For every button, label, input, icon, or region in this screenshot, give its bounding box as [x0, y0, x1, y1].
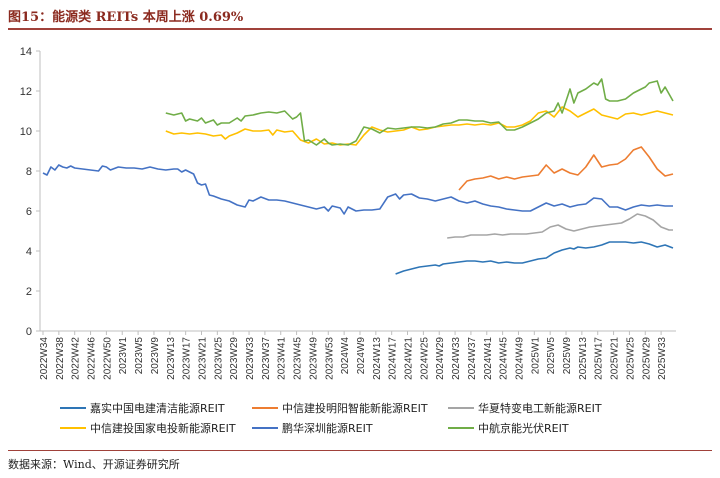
x-tick-label: 2023W9: [150, 337, 161, 375]
legend-label-4: 中信建投国家电投新能源REIT: [90, 421, 236, 435]
x-tick-label: 2023W45: [293, 337, 304, 380]
series-line-2: [458, 146, 674, 191]
x-tick-label: 2024W13: [372, 337, 383, 380]
y-tick-label: 10: [20, 126, 32, 138]
legend-label-5: 鹏华深圳能源REIT: [282, 421, 373, 435]
x-tick-label: 2024W49: [514, 337, 525, 380]
x-tick-label: 2022W34: [39, 337, 50, 380]
x-tick-label: 2025W33: [657, 337, 668, 380]
x-tick-label: 2023W53: [324, 337, 335, 380]
x-tick-label: 2022W42: [71, 337, 82, 380]
x-tick-label: 2023W21: [197, 337, 208, 380]
y-tick-label: 4: [26, 246, 32, 258]
x-tick-label: 2025W1: [530, 337, 541, 375]
y-tick-label: 14: [20, 46, 32, 58]
x-tick-label: 2024W25: [419, 337, 430, 380]
x-tick-label: 2025W13: [578, 337, 589, 380]
x-tick-label: 2024W33: [451, 337, 462, 380]
series-line-1: [395, 241, 674, 275]
x-tick-label: 2025W9: [562, 337, 573, 375]
x-tick-label: 2024W45: [499, 337, 510, 380]
series-line-6: [165, 78, 674, 146]
x-tick-label: 2024W37: [467, 337, 478, 380]
x-tick-label: 2023W1: [118, 337, 129, 375]
series-line-3: [447, 213, 673, 239]
y-tick-label: 2: [26, 286, 32, 298]
series-line-5: [42, 164, 673, 215]
x-tick-label: 2022W50: [102, 337, 113, 380]
chart-axes: 0 2 4 6 8 10 12 14 2022W34 2022W38 2022W42 2022W46 2…: [20, 46, 676, 380]
x-tick-label: 2023W33: [245, 337, 256, 380]
data-source: 数据来源：Wind、开源证券研究所: [8, 458, 180, 471]
chart-legend: 嘉实中国电建清洁能源REIT 中信建投明阳智能新能源REIT 华夏特变电工新能源RE…: [60, 401, 602, 435]
x-tick-label: 2024W41: [483, 337, 494, 380]
x-tick-label: 2022W46: [87, 337, 98, 380]
x-tick-label: 2023W25: [213, 337, 224, 380]
y-tick-label: 0: [26, 326, 32, 338]
x-tick-label: 2024W4: [340, 337, 351, 375]
x-tick-label: 2023W29: [229, 337, 240, 380]
chart-series: [42, 78, 674, 275]
legend-label-3: 华夏特变电工新能源REIT: [478, 401, 602, 415]
chart-title: 图15：能源类 REITs 本周上涨 0.69%: [8, 10, 244, 25]
y-tick-label: 8: [26, 166, 32, 178]
x-tick-label: 2025W21: [610, 337, 621, 380]
x-tick-label: 2025W25: [625, 337, 636, 380]
title-rule: [8, 28, 712, 30]
x-tick-label: 2024W17: [388, 337, 399, 380]
x-tick-label: 2023W17: [182, 337, 193, 380]
x-tick-label: 2023W13: [166, 337, 177, 380]
legend-label-1: 嘉实中国电建清洁能源REIT: [90, 401, 225, 415]
legend-label-2: 中信建投明阳智能新能源REIT: [282, 401, 428, 415]
x-tick-label: 2025W29: [641, 337, 652, 380]
legend-label-6: 中航京能光伏REIT: [478, 421, 569, 435]
x-tick-label: 2023W37: [261, 337, 272, 380]
y-tick-label: 6: [26, 206, 32, 218]
x-tick-label: 2025W5: [546, 337, 557, 375]
y-tick-label: 12: [20, 86, 32, 98]
source-rule: [8, 450, 712, 451]
x-tick-label: 2025W17: [594, 337, 605, 380]
x-tick-label: 2024W9: [356, 337, 367, 375]
x-tick-label: 2023W41: [277, 337, 288, 380]
x-tick-label: 2024W21: [404, 337, 415, 380]
x-tick-label: 2023W5: [134, 337, 145, 375]
series-line-4: [165, 106, 674, 146]
x-tick-label: 2023W49: [308, 337, 319, 380]
x-tick-label: 2022W38: [55, 337, 66, 380]
x-tick-label: 2024W29: [435, 337, 446, 380]
